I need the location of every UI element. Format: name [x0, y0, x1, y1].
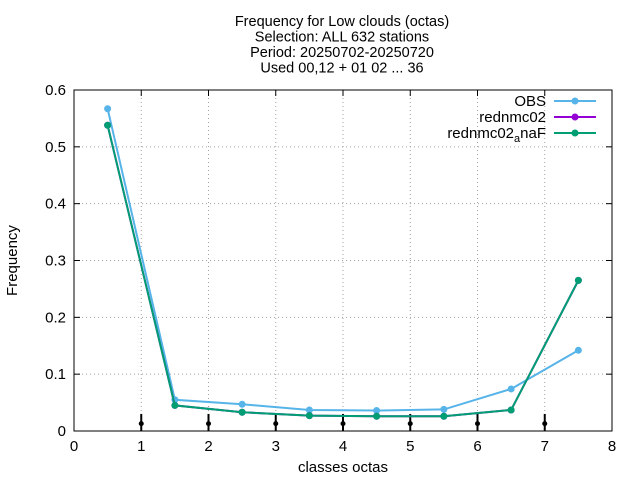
- title-line-2: Selection: ALL 632 stations: [255, 30, 429, 46]
- series-3: [104, 121, 582, 420]
- chart-title: Frequency for Low clouds (octas)Selectio…: [235, 14, 449, 77]
- error-bar-center: [542, 421, 548, 427]
- data-point: [440, 405, 448, 413]
- legend-entry-1: OBS: [514, 93, 596, 110]
- data-point: [238, 408, 246, 416]
- legend-swatch-marker: [571, 113, 579, 121]
- data-point: [104, 121, 112, 129]
- error-bar-center: [273, 421, 279, 427]
- data-point: [373, 412, 381, 420]
- data-point: [171, 401, 179, 409]
- data-point: [238, 400, 246, 408]
- legend-swatch-marker: [571, 97, 579, 105]
- y-tick-label: 0.1: [45, 366, 66, 383]
- error-bar-center: [475, 421, 480, 427]
- data-point: [574, 276, 582, 284]
- y-tick-label: 0.5: [45, 139, 66, 156]
- data-series: [104, 105, 582, 420]
- y-tick-label: 0: [58, 423, 66, 440]
- title-line-3: Period: 20250702-20250720: [250, 45, 434, 61]
- y-tick-label: 0.6: [45, 82, 66, 99]
- legend-entry-2: rednmc02: [479, 109, 596, 126]
- x-axis-label: classes octas: [298, 459, 388, 476]
- data-point: [507, 385, 515, 393]
- error-bar-center: [340, 421, 346, 427]
- legend-swatch-marker: [571, 129, 579, 137]
- x-tick-label: 2: [204, 438, 212, 455]
- error-bar-center: [206, 421, 211, 427]
- x-tick-label: 0: [70, 438, 78, 455]
- error-bar-center: [407, 421, 413, 427]
- x-tick-label: 5: [406, 438, 414, 455]
- data-point: [305, 412, 313, 420]
- legend-label: OBS: [514, 93, 546, 110]
- title-line-4: Used 00,12 + 01 02 ... 36: [260, 61, 423, 77]
- series-line: [106, 125, 580, 418]
- data-point: [104, 105, 112, 113]
- title-line-1: Frequency for Low clouds (octas): [235, 14, 449, 30]
- error-bars: [138, 413, 548, 431]
- data-point: [305, 406, 313, 414]
- x-tick-label: 4: [339, 438, 347, 455]
- data-point: [507, 406, 515, 414]
- legend-entry-3: rednmc02anaF: [447, 125, 596, 145]
- series-line: [106, 108, 579, 412]
- error-bar-center: [138, 421, 144, 427]
- grid: [74, 90, 612, 431]
- y-tick-label: 0.4: [45, 196, 66, 213]
- x-tick-label: 6: [473, 438, 481, 455]
- y-tick-label: 0.3: [45, 253, 66, 270]
- data-point: [574, 346, 582, 354]
- x-tick-label: 7: [541, 438, 549, 455]
- y-axis-label: Frequency: [4, 225, 21, 296]
- y-tick-label: 0.2: [45, 309, 66, 326]
- x-tick-label: 8: [608, 438, 616, 455]
- series-1: [104, 105, 582, 415]
- x-tick-label: 1: [137, 438, 145, 455]
- x-tick-label: 3: [272, 438, 280, 455]
- data-point: [440, 412, 448, 420]
- legend-label: rednmc02: [479, 109, 546, 126]
- data-point: [373, 407, 381, 415]
- legend-label: rednmc02anaF: [447, 125, 546, 145]
